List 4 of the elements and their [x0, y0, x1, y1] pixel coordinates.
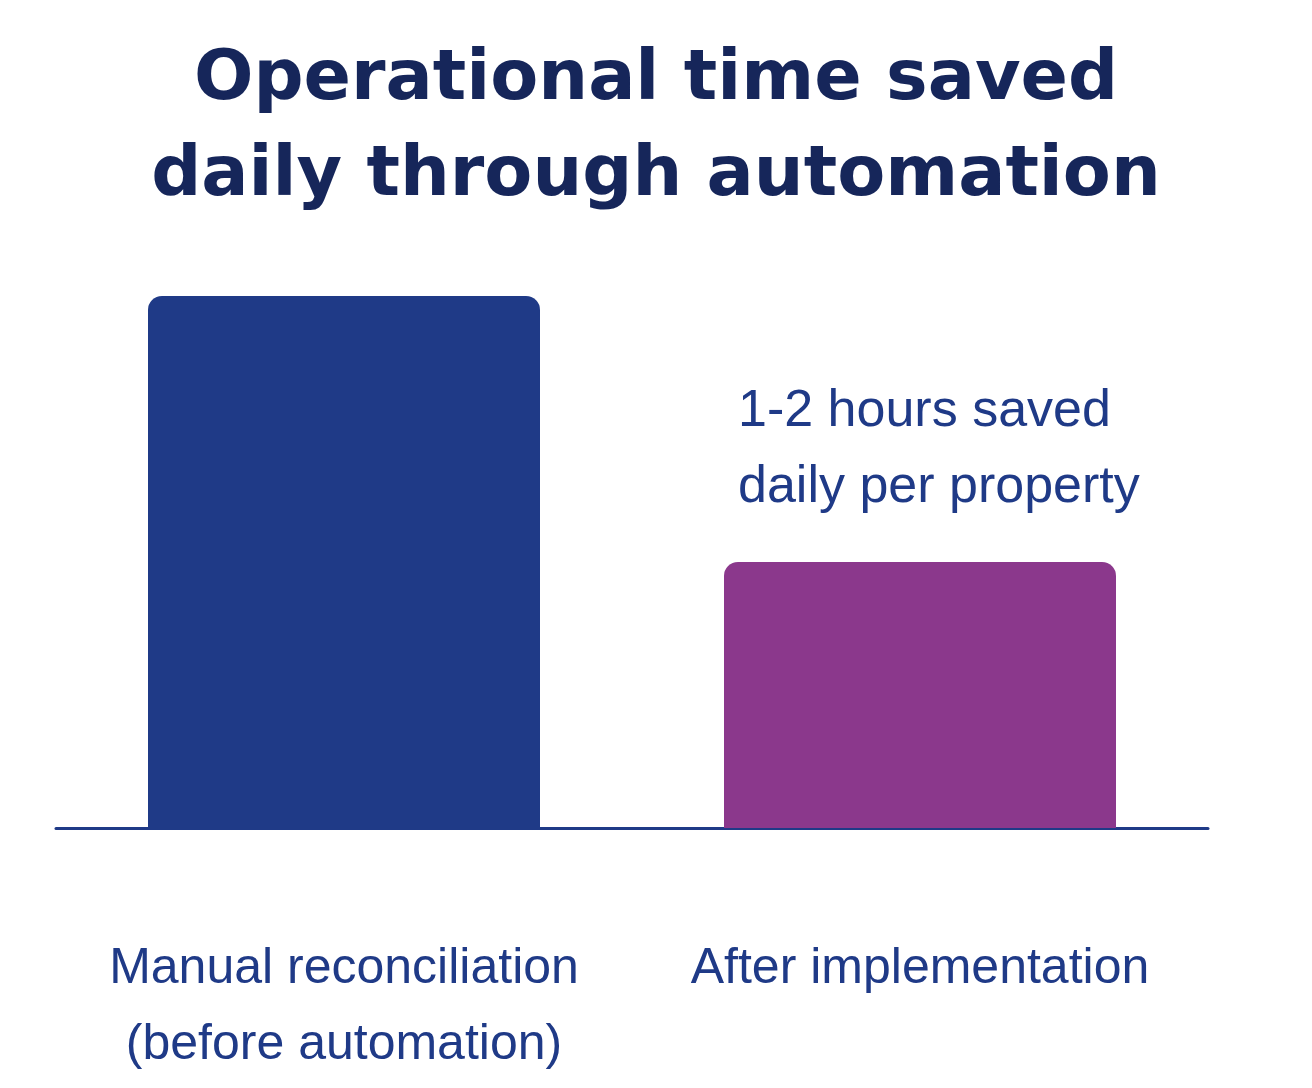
- annotation: 1-2 hours saved daily per property: [738, 379, 1140, 513]
- x-tick-label: After implementation: [690, 938, 1150, 994]
- x-tick-label: Manual reconciliation (before automation): [109, 938, 579, 1070]
- chart-title: Operational time saved daily through automation: [151, 34, 1161, 212]
